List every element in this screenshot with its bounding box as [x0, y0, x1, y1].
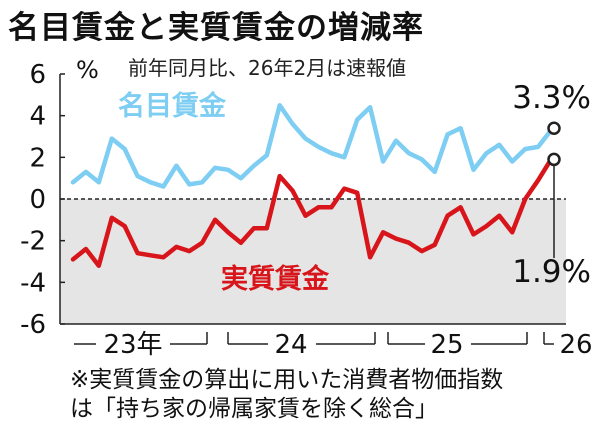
y-tick-label: 2	[29, 143, 46, 173]
footnote-line-1: ※実質賃金の算出に用いた消費者物価指数	[70, 367, 504, 393]
x-label-23: 23年	[103, 330, 162, 360]
y-tick-label: 6	[29, 60, 46, 90]
footnote-line-2: は「持ち家の帰属家賃を除く総合」	[70, 396, 438, 422]
footnote: ※実質賃金の算出に用いた消費者物価指数 は「持ち家の帰属家賃を除く総合」	[70, 366, 503, 424]
y-tick-label: 4	[29, 102, 46, 132]
y-axis-unit: %	[76, 56, 99, 84]
y-tick-label: 0	[29, 185, 46, 215]
y-tick-label: -4	[20, 268, 46, 298]
nominal-series-label: 名目賃金	[118, 90, 227, 122]
negative-zone	[60, 199, 566, 324]
y-tick-label: -6	[20, 310, 46, 340]
x-label-26: 26	[559, 330, 592, 360]
chart-title: 名目賃金と実質賃金の増減率	[8, 10, 424, 46]
chart-subtitle: 前年同月比、26年2月は速報値	[128, 56, 407, 80]
real-end-marker	[547, 152, 561, 167]
x-label-24: 24	[274, 330, 307, 360]
nominal-line	[70, 103, 554, 189]
real-series-label: 実質賃金	[221, 263, 330, 295]
real-end-value-label: 1.9%	[512, 254, 591, 290]
real-line	[70, 157, 554, 268]
nominal-end-value-label: 3.3%	[512, 80, 591, 116]
y-tick-label: -2	[20, 227, 46, 257]
x-label-25: 25	[430, 330, 463, 360]
nominal-end-marker	[547, 121, 561, 135]
